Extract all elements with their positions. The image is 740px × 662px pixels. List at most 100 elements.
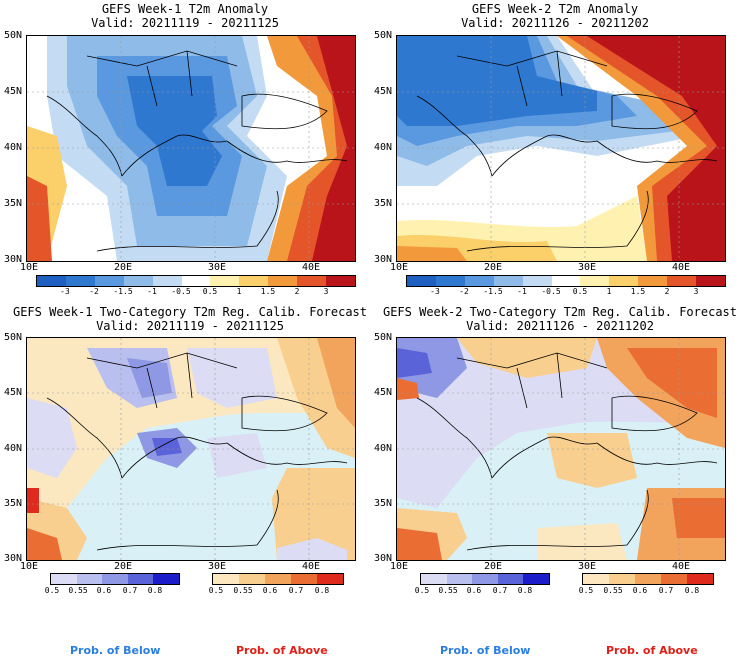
colorbar-tick: 0.7 <box>658 586 674 595</box>
panel-valid-dates: Valid: 20211119 - 20211125 <box>96 319 284 333</box>
colorbar-tick: 0.5 <box>572 287 588 296</box>
probability-map <box>26 337 356 561</box>
anomaly-colorbar <box>406 275 726 287</box>
lat-label: 30N <box>4 553 23 564</box>
colorbar-tick: 0.6 <box>262 586 278 595</box>
below-colorbar <box>420 573 550 585</box>
lat-label: 40N <box>4 142 23 153</box>
colorbar-tick: 0.7 <box>122 586 138 595</box>
colorbar-tick: -2 <box>459 287 469 296</box>
colorbar-tick: 0.5 <box>202 287 218 296</box>
lon-label: 20E <box>484 262 503 273</box>
colorbar-tick: 1 <box>236 287 242 296</box>
anomaly-map <box>396 35 726 262</box>
lat-label: 50N <box>4 30 23 41</box>
colorbar-tick: 0.7 <box>492 586 508 595</box>
lat-label: 35N <box>374 498 393 509</box>
lon-label: 30E <box>208 262 227 273</box>
above-colorbar <box>582 573 714 585</box>
colorbar-tick: -3 <box>430 287 440 296</box>
colorbar-tick: 3 <box>323 287 329 296</box>
probability-map <box>396 337 726 561</box>
lat-label: 35N <box>4 498 23 509</box>
lon-label: 30E <box>208 561 227 572</box>
panel-valid-dates: Valid: 20211119 - 20211125 <box>91 16 279 30</box>
lat-label: 45N <box>4 86 23 97</box>
colorbar-tick: 0.55 <box>438 586 458 595</box>
panel-title: GEFS Week-1 Two-Category T2m Reg. Calib.… <box>12 305 367 319</box>
colorbar-tick: -1.5 <box>113 287 133 296</box>
colorbar-tick: 0.55 <box>233 586 253 595</box>
lat-label: 45N <box>374 387 393 398</box>
colorbar-tick: 0.5 <box>44 586 60 595</box>
lat-label: 40N <box>374 142 393 153</box>
prob-above-label: Prob. of Above <box>236 644 328 657</box>
colorbar-tick: 0.55 <box>603 586 623 595</box>
colorbar-tick: 0.6 <box>632 586 648 595</box>
colorbar-tick: -1 <box>517 287 527 296</box>
lon-label: 20E <box>114 561 133 572</box>
colorbar-tick: -1 <box>147 287 157 296</box>
colorbar-tick: 2 <box>664 287 670 296</box>
lon-label: 20E <box>484 561 503 572</box>
colorbar-tick: 0.6 <box>466 586 482 595</box>
lat-label: 35N <box>374 198 393 209</box>
lon-label: 40E <box>672 262 691 273</box>
lat-label: 30N <box>374 254 393 265</box>
colorbar-tick: -0.5 <box>541 287 561 296</box>
panel-week1-probability: GEFS Week-1 Two-Category T2m Reg. Calib.… <box>0 300 370 662</box>
colorbar-tick: 0.6 <box>96 586 112 595</box>
below-colorbar <box>50 573 180 585</box>
lon-label: 20E <box>114 262 133 273</box>
panel-week2-anomaly: GEFS Week-2 T2m Anomaly Valid: 20211126 … <box>370 0 740 300</box>
panel-week2-probability: GEFS Week-2 Two-Category T2m Reg. Calib.… <box>370 300 740 662</box>
lat-label: 40N <box>374 443 393 454</box>
panel-valid-dates: Valid: 20211126 - 20211202 <box>461 16 649 30</box>
lat-label: 35N <box>4 198 23 209</box>
colorbar-tick: 1 <box>606 287 612 296</box>
lon-label: 40E <box>302 262 321 273</box>
lat-label: 30N <box>374 553 393 564</box>
colorbar-tick: 2 <box>294 287 300 296</box>
lat-label: 50N <box>374 332 393 343</box>
lat-label: 45N <box>4 387 23 398</box>
lon-label: 40E <box>302 561 321 572</box>
colorbar-tick: -0.5 <box>171 287 191 296</box>
lat-label: 50N <box>4 332 23 343</box>
colorbar-tick: 0.8 <box>314 586 330 595</box>
panel-title: GEFS Week-2 Two-Category T2m Reg. Calib.… <box>382 305 737 319</box>
panel-week1-anomaly: GEFS Week-1 T2m Anomaly Valid: 20211119 … <box>0 0 370 300</box>
colorbar-tick: -1.5 <box>483 287 503 296</box>
lon-label: 10E <box>20 561 39 572</box>
colorbar-tick: 0.8 <box>684 586 700 595</box>
colorbar-tick: 3 <box>693 287 699 296</box>
lon-label: 40E <box>672 561 691 572</box>
prob-above-label: Prob. of Above <box>606 644 698 657</box>
colorbar-tick: 0.5 <box>414 586 430 595</box>
colorbar-tick: 1.5 <box>630 287 646 296</box>
panel-valid-dates: Valid: 20211126 - 20211202 <box>466 319 654 333</box>
lon-label: 10E <box>20 262 39 273</box>
colorbar-tick: 0.8 <box>517 586 533 595</box>
lon-label: 10E <box>390 561 409 572</box>
colorbar-tick: 0.8 <box>147 586 163 595</box>
lon-label: 10E <box>390 262 409 273</box>
colorbar-tick: -3 <box>60 287 70 296</box>
lat-label: 30N <box>4 254 23 265</box>
colorbar-tick: -2 <box>89 287 99 296</box>
colorbar-tick: 1.5 <box>260 287 276 296</box>
lat-label: 45N <box>374 86 393 97</box>
lat-label: 50N <box>374 30 393 41</box>
colorbar-tick: 0.5 <box>578 586 594 595</box>
colorbar-tick: 0.55 <box>68 586 88 595</box>
lat-label: 40N <box>4 443 23 454</box>
above-colorbar <box>212 573 344 585</box>
prob-below-label: Prob. of Below <box>70 644 161 657</box>
panel-title: GEFS Week-2 T2m Anomaly <box>471 2 639 16</box>
lon-label: 30E <box>578 561 597 572</box>
lon-label: 30E <box>578 262 597 273</box>
colorbar-tick: 0.5 <box>208 586 224 595</box>
anomaly-colorbar <box>36 275 356 287</box>
prob-below-label: Prob. of Below <box>440 644 531 657</box>
colorbar-tick: 0.7 <box>288 586 304 595</box>
